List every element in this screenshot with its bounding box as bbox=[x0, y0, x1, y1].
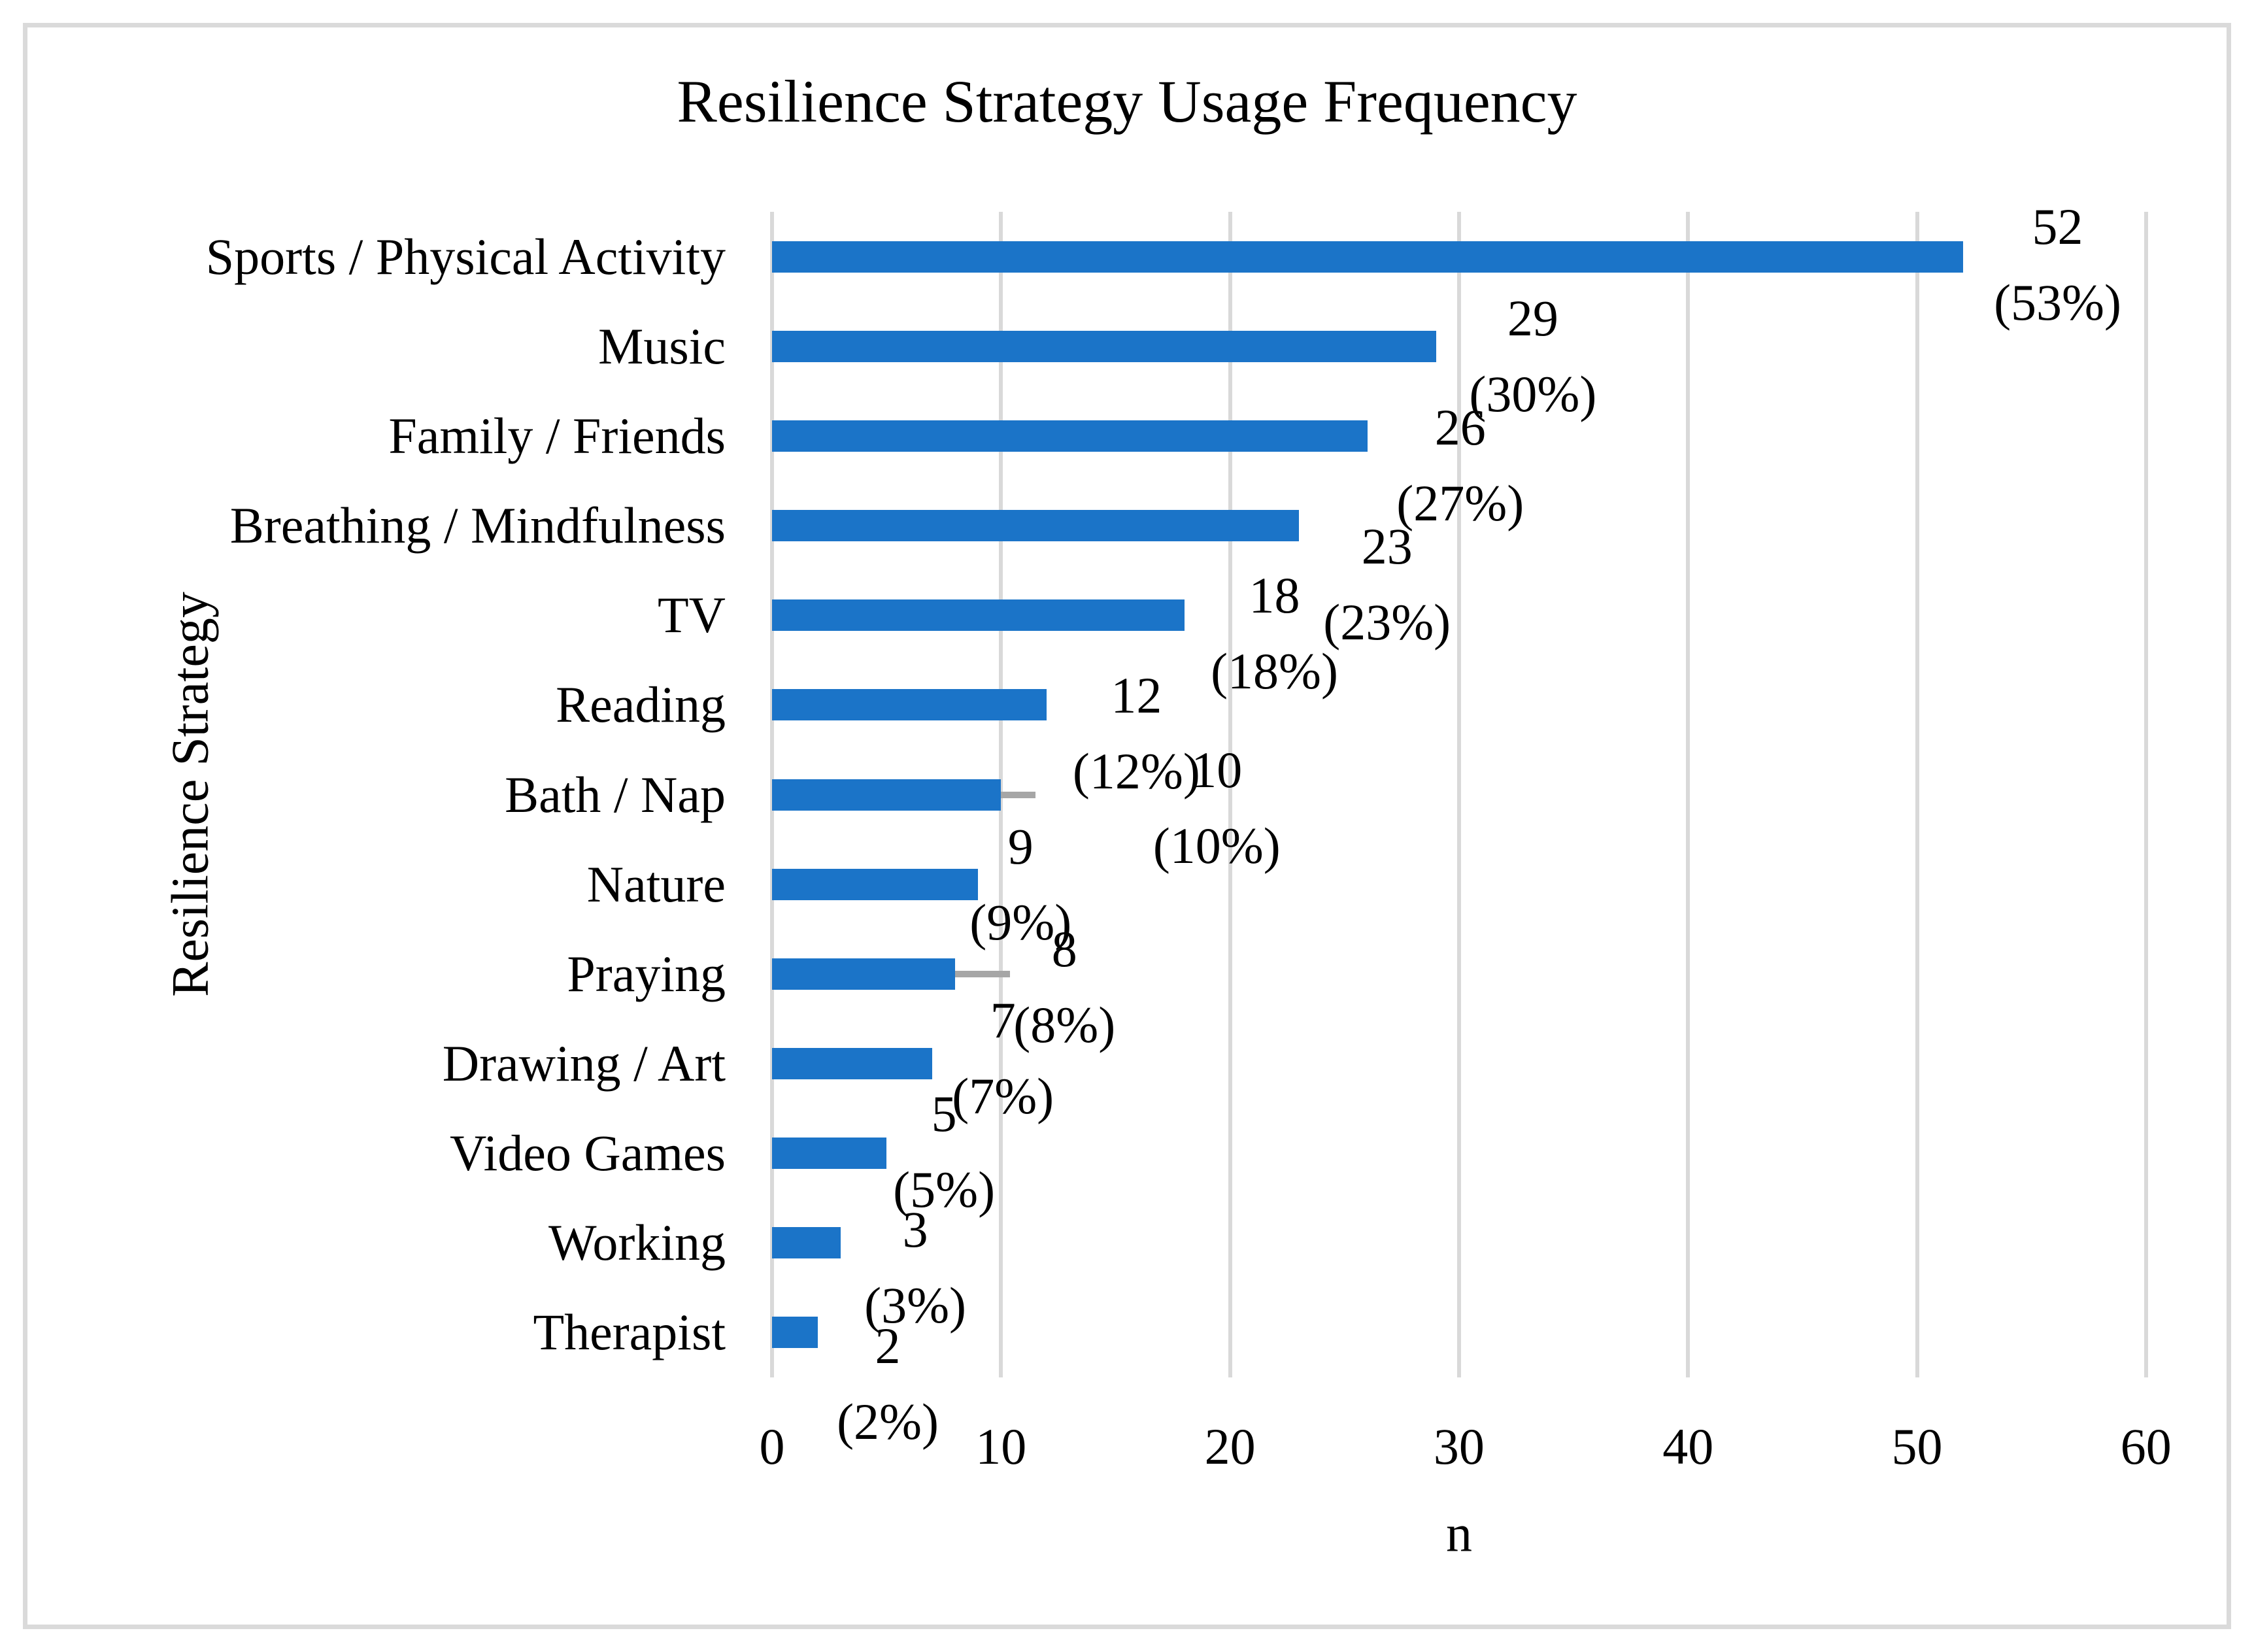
bar bbox=[772, 420, 1368, 452]
bar-value-label: 26 bbox=[1434, 398, 1486, 456]
bar-value-label: 29 bbox=[1507, 289, 1558, 346]
chart-title: Resilience Strategy Usage Frequency bbox=[677, 68, 1577, 135]
bar bbox=[772, 330, 1436, 362]
bar-data-label: 26 (27%) bbox=[1396, 390, 1524, 541]
category-label: Drawing / Art bbox=[442, 1034, 726, 1092]
bar-value-label: 18 bbox=[1249, 567, 1300, 624]
bar bbox=[772, 599, 1185, 632]
bar bbox=[772, 779, 1001, 811]
bar-data-label: 8 (8%) bbox=[1013, 911, 1115, 1063]
category-label: Music bbox=[598, 317, 726, 375]
x-tick-label: 30 bbox=[1433, 1418, 1485, 1475]
category-label: TV bbox=[658, 586, 726, 644]
bar-pct-label: (23%) bbox=[1323, 594, 1451, 651]
bar bbox=[772, 868, 979, 900]
bar-pct-label: (3%) bbox=[864, 1277, 967, 1334]
gridline bbox=[1686, 212, 1690, 1377]
bar bbox=[772, 1227, 841, 1259]
bar-pct-label: (30%) bbox=[1469, 365, 1597, 422]
category-label: Video Games bbox=[449, 1124, 726, 1182]
x-tick-label: 0 bbox=[759, 1418, 785, 1475]
bar-pct-label: (12%) bbox=[1072, 743, 1200, 800]
gridline bbox=[1915, 212, 1919, 1377]
error-bar bbox=[955, 970, 1011, 977]
bar-data-label: 18 (18%) bbox=[1211, 558, 1338, 709]
category-label: Breathing / Mindfulness bbox=[229, 497, 726, 554]
bar-pct-label: (10%) bbox=[1152, 817, 1281, 874]
category-label: Working bbox=[548, 1214, 726, 1272]
gridline bbox=[1228, 212, 1232, 1377]
bar-data-label: 23 (23%) bbox=[1323, 509, 1451, 660]
bar-value-label: 9 bbox=[1007, 817, 1034, 875]
bar bbox=[772, 1138, 887, 1170]
x-tick-label: 60 bbox=[2120, 1418, 2172, 1475]
x-tick-label: 10 bbox=[975, 1418, 1027, 1475]
x-tick-label: 20 bbox=[1204, 1418, 1256, 1475]
category-label: Family / Friends bbox=[388, 407, 726, 464]
bar-pct-label: (27%) bbox=[1396, 474, 1524, 531]
bar bbox=[772, 1047, 933, 1079]
category-label: Therapist bbox=[533, 1304, 726, 1361]
bar-data-label: 2 (2%) bbox=[837, 1308, 939, 1460]
bar-data-label: 9 (9%) bbox=[969, 809, 1071, 960]
x-tick-label: 40 bbox=[1662, 1418, 1714, 1475]
gridline bbox=[2144, 212, 2148, 1377]
bar-pct-label: (53%) bbox=[1994, 273, 2122, 331]
bar-pct-label: (5%) bbox=[893, 1161, 996, 1219]
bar-data-label: 3 (3%) bbox=[864, 1192, 966, 1343]
bar bbox=[772, 689, 1047, 721]
bar-pct-label: (9%) bbox=[969, 893, 1072, 951]
bar-value-label: 8 bbox=[1051, 920, 1077, 977]
figure-border bbox=[23, 23, 2231, 1629]
category-label: Bath / Nap bbox=[505, 766, 726, 823]
bar-value-label: 7 bbox=[990, 991, 1016, 1049]
bar-pct-label: (7%) bbox=[952, 1067, 1054, 1124]
bar-data-label: 5 (5%) bbox=[893, 1076, 995, 1228]
bar bbox=[772, 510, 1299, 542]
bar-pct-label: (18%) bbox=[1211, 643, 1338, 700]
bar-data-label: 12 (12%) bbox=[1073, 658, 1200, 809]
bar-data-label: 10 (10%) bbox=[1153, 732, 1281, 884]
bar-pct-label: (8%) bbox=[1013, 996, 1116, 1053]
bar-data-label: 29 (30%) bbox=[1469, 280, 1596, 432]
bar bbox=[772, 1317, 818, 1349]
category-label: Sports / Physical Activity bbox=[205, 228, 726, 285]
bar-data-label: 52 (53%) bbox=[1994, 189, 2121, 341]
bar-data-label: 7 (7%) bbox=[952, 983, 1054, 1134]
error-bar bbox=[1001, 791, 1035, 798]
category-label: Reading bbox=[556, 676, 726, 733]
bar-value-label: 2 bbox=[875, 1317, 901, 1375]
category-label: Praying bbox=[567, 945, 726, 1002]
bar-value-label: 3 bbox=[902, 1201, 928, 1258]
bar-value-label: 23 bbox=[1361, 518, 1413, 575]
bar bbox=[772, 241, 1963, 273]
gridline bbox=[1456, 212, 1461, 1377]
bar-value-label: 12 bbox=[1111, 667, 1162, 724]
bar-pct-label: (2%) bbox=[837, 1393, 939, 1451]
x-tick-label: 50 bbox=[1891, 1418, 1943, 1475]
bar-value-label: 5 bbox=[931, 1085, 957, 1143]
bar-value-label: 52 bbox=[2032, 197, 2083, 255]
bar bbox=[772, 958, 956, 990]
x-axis-title: n bbox=[1446, 1505, 1472, 1563]
category-label: Nature bbox=[586, 855, 726, 913]
bar-value-label: 10 bbox=[1191, 741, 1243, 798]
